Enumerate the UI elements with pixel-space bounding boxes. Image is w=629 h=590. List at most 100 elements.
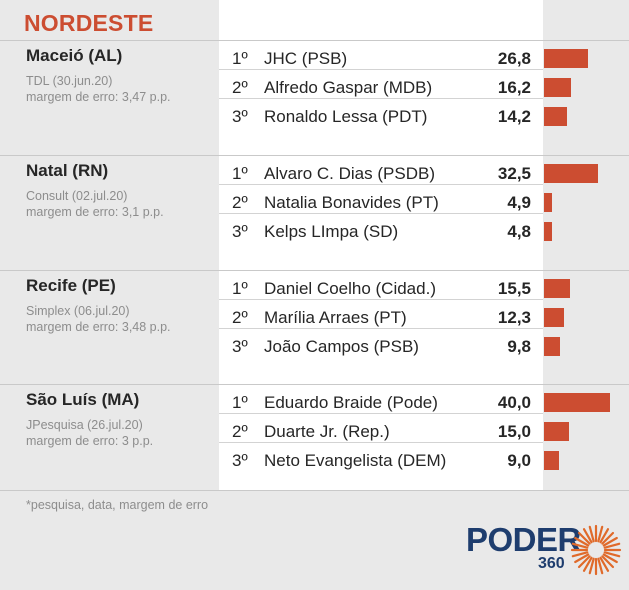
candidate-bar [544, 308, 564, 327]
group-divider [0, 40, 629, 41]
candidate-rank: 1º [232, 279, 248, 298]
candidate-value: 9,0 [507, 451, 531, 470]
candidate-name: Natalia Bonavides (PT) [264, 193, 439, 212]
sun-ray [602, 553, 618, 564]
sun-ray [602, 536, 618, 547]
pollster: Consult (02.jul.20) [26, 189, 128, 203]
city-name: Natal (RN) [26, 161, 109, 180]
margin-of-error: margem de erro: 3,47 p.p. [26, 90, 171, 104]
candidate-value: 40,0 [497, 393, 531, 412]
group-divider [0, 384, 629, 385]
sun-ray [597, 525, 604, 543]
pollster: TDL (30.jun.20) [26, 74, 113, 88]
row-divider [219, 213, 543, 214]
candidate-bar [544, 193, 552, 212]
candidate-name: Marília Arraes (PT) [264, 308, 407, 327]
city-name: São Luís (MA) [26, 390, 140, 409]
candidate-name: JHC (PSB) [264, 49, 348, 68]
sun-ray [574, 536, 590, 547]
candidate-rank: 1º [232, 49, 248, 68]
margin-of-error: margem de erro: 3,1 p.p. [26, 205, 164, 219]
candidate-name: Alfredo Gaspar (MDB) [264, 78, 433, 97]
poder360-logo: PODER 360 [466, 522, 626, 577]
candidate-rank: 2º [232, 78, 248, 97]
candidate-rank: 2º [232, 193, 248, 212]
footnote: *pesquisa, data, margem de erro [26, 498, 209, 512]
candidate-rank: 3º [232, 337, 248, 356]
sun-icon [570, 524, 622, 576]
candidate-rank: 2º [232, 422, 248, 441]
sun-ray [582, 528, 593, 544]
sun-ray [603, 551, 621, 558]
region-title: NORDESTE [24, 10, 154, 36]
candidate-bar [544, 451, 559, 470]
candidate-bar [544, 164, 598, 183]
pollster: JPesquisa (26.jul.20) [26, 418, 143, 432]
sun-ray [571, 542, 589, 549]
candidate-name: Neto Evangelista (DEM) [264, 451, 447, 470]
candidate-value: 32,5 [497, 164, 531, 183]
sun-ray [599, 556, 610, 572]
margin-of-error: margem de erro: 3 p.p. [26, 434, 154, 448]
sun-ray [588, 525, 595, 543]
sun-ray [597, 557, 604, 575]
values-column-background [219, 0, 543, 490]
city-name: Maceió (AL) [26, 46, 123, 65]
candidate-bar [544, 78, 571, 97]
candidate-value: 12,3 [497, 308, 531, 327]
candidate-name: Alvaro C. Dias (PSDB) [264, 164, 435, 183]
row-divider [219, 98, 543, 99]
candidate-bar [544, 49, 588, 68]
table-bottom-line [0, 490, 629, 491]
candidate-rank: 3º [232, 107, 248, 126]
row-divider [219, 328, 543, 329]
margin-of-error: margem de erro: 3,48 p.p. [26, 320, 171, 334]
logo-number: 360 [538, 555, 565, 572]
candidate-value: 14,2 [497, 107, 531, 126]
candidate-rank: 1º [232, 164, 248, 183]
candidate-bar [544, 279, 570, 298]
candidate-rank: 3º [232, 222, 248, 241]
candidate-value: 9,8 [507, 337, 531, 356]
candidate-value: 26,8 [497, 49, 531, 68]
row-divider [219, 69, 543, 70]
candidate-rank: 2º [232, 308, 248, 327]
candidate-bar [544, 337, 560, 356]
sun-ray [603, 542, 621, 549]
candidate-value: 4,8 [507, 222, 531, 241]
row-divider [219, 299, 543, 300]
candidate-bar [544, 422, 569, 441]
candidate-name: Eduardo Braide (Pode) [264, 393, 438, 412]
row-divider [219, 184, 543, 185]
sun-ray [577, 555, 591, 569]
candidate-value: 16,2 [497, 78, 531, 97]
candidate-value: 15,0 [497, 422, 531, 441]
candidate-value: 4,9 [507, 193, 531, 212]
candidate-bar [544, 222, 552, 241]
candidate-name: João Campos (PSB) [264, 337, 419, 356]
sun-ray [599, 528, 610, 544]
candidate-bar [544, 107, 567, 126]
candidate-value: 15,5 [497, 279, 531, 298]
group-divider [0, 270, 629, 271]
row-divider [219, 442, 543, 443]
pollster: Simplex (06.jul.20) [26, 304, 130, 318]
sun-ray [574, 553, 590, 564]
candidate-name: Duarte Jr. (Rep.) [264, 422, 390, 441]
sun-ray [582, 556, 593, 572]
sun-ray [588, 557, 595, 575]
logo-wordmark: PODER [466, 521, 581, 558]
candidate-bar [544, 393, 610, 412]
sun-ray [601, 555, 615, 569]
row-divider [219, 413, 543, 414]
sun-ray [571, 551, 589, 558]
candidate-rank: 3º [232, 451, 248, 470]
candidate-name: Ronaldo Lessa (PDT) [264, 107, 428, 126]
candidate-name: Daniel Coelho (Cidad.) [264, 279, 436, 298]
city-name: Recife (PE) [26, 276, 116, 295]
sun-ray [601, 531, 615, 545]
group-divider [0, 155, 629, 156]
candidate-rank: 1º [232, 393, 248, 412]
candidate-name: Kelps LImpa (SD) [264, 222, 399, 241]
sun-ray [577, 531, 591, 545]
